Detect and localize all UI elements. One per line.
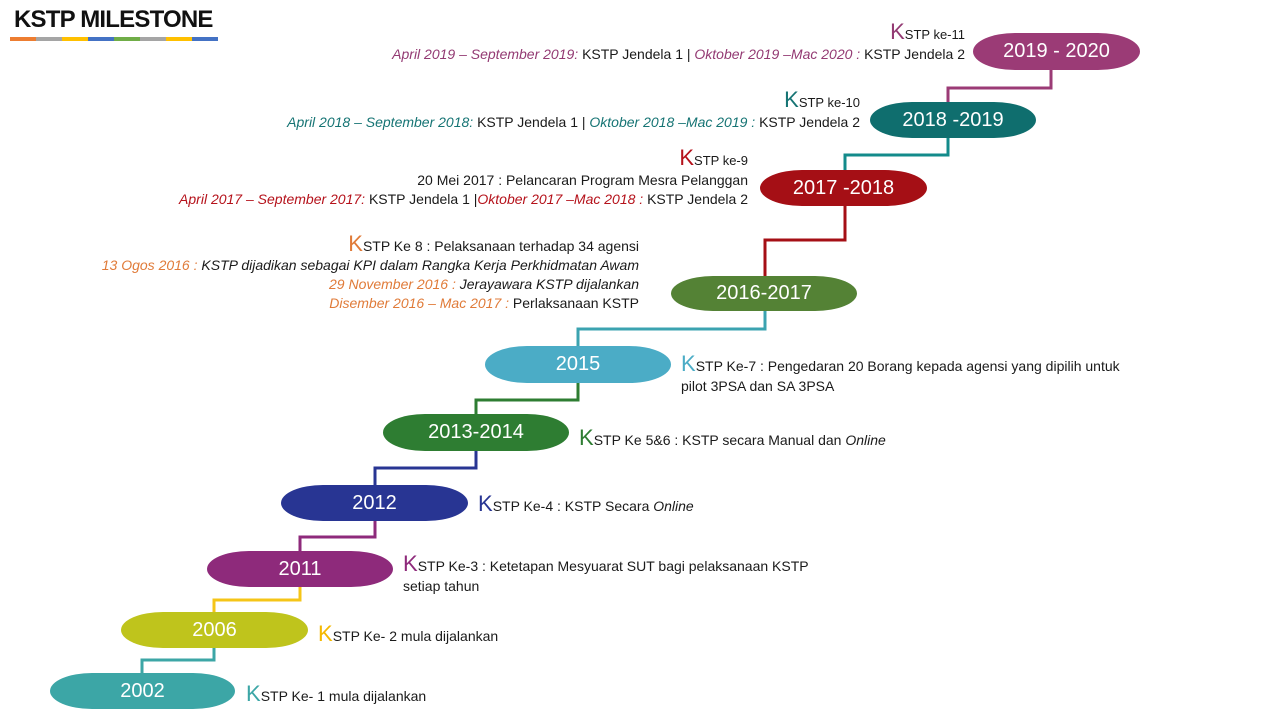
title-underline-segment: [140, 37, 166, 41]
period-separator: |: [473, 191, 478, 207]
note-kstp-7-line2: pilot 3PSA dan SA 3PSA: [681, 378, 835, 394]
period-window: KSTP Jendela 2: [647, 191, 748, 207]
period-separator: |: [581, 114, 586, 130]
period-window: KSTP Jendela 2: [759, 114, 860, 130]
milestone-pill-2016-2017: 2016-2017: [671, 276, 857, 311]
note-text: : Pengedaran 20 Borang kepada agensi yan…: [760, 358, 1120, 374]
event-date: 13 Ogos 2016 :: [101, 257, 198, 273]
note-kstp-8-event: 13 Ogos 2016 : KSTP dijadikan sebagai KP…: [102, 256, 639, 275]
kstp-k-initial: K: [478, 491, 493, 516]
note-kstp-5-6: KSTP Ke 5&6 : KSTP secara Manual dan Onl…: [579, 426, 886, 452]
note-kstp-10-heading: KSTP ke-10: [784, 88, 860, 115]
period-date: April 2017 – September 2017:: [179, 191, 366, 207]
connector-2015-2016: [576, 311, 767, 346]
note-text: : KSTP secara Manual dan: [674, 432, 842, 448]
milestone-pill-2017-2018: 2017 -2018: [760, 170, 927, 206]
event-text: KSTP dijadikan sebagai KPI dalam Rangka …: [201, 257, 639, 273]
connector-2013-2015: [474, 383, 580, 414]
milestone-pill-2018-2019: 2018 -2019: [870, 102, 1036, 138]
note-heading: STP Ke 8: [362, 238, 423, 254]
connector-2012-2013: [373, 451, 478, 485]
note-heading: STP Ke-4: [492, 498, 554, 514]
note-heading: STP Ke- 1 mula dijalankan: [260, 688, 427, 704]
event-date: Disember 2016 – Mac 2017 :: [329, 295, 510, 311]
note-kstp-11-periods: April 2019 – September 2019: KSTP Jendel…: [392, 45, 965, 64]
note-heading: STP ke-9: [694, 153, 748, 168]
note-heading: STP Ke 5&6: [593, 432, 671, 448]
kstp-k-initial: K: [579, 425, 594, 450]
title-underline: [10, 37, 218, 41]
title-underline-segment: [10, 37, 36, 41]
page-title: KSTP MILESTONE: [14, 6, 213, 33]
note-kstp-9-heading: KSTP ke-9: [679, 146, 748, 173]
period-separator: |: [686, 46, 691, 62]
note-kstp-4: KSTP Ke-4 : KSTP Secara Online: [478, 492, 694, 518]
title-underline-segment: [114, 37, 140, 41]
milestone-pill-2002: 2002: [50, 673, 235, 709]
note-kstp-2: KSTP Ke- 2 mula dijalankan: [318, 622, 498, 648]
milestone-pill-2006: 2006: [121, 612, 308, 648]
title-underline-segment: [36, 37, 62, 41]
connector-2018-2019: [946, 70, 1053, 102]
note-kstp-7-heading: KSTP Ke-7 : Pengedaran 20 Borang kepada …: [681, 352, 1120, 378]
event-text: Perlaksanaan KSTP: [512, 295, 639, 311]
note-heading: STP ke-10: [798, 95, 860, 110]
milestone-pill-2019-2020: 2019 - 2020: [973, 33, 1140, 70]
kstp-k-initial: K: [679, 145, 695, 170]
note-heading: STP ke-11: [904, 27, 965, 42]
period-date: Oktober 2017 –Mac 2018 :: [477, 191, 644, 207]
period-date: Oktober 2019 –Mac 2020 :: [694, 46, 861, 62]
period-window: KSTP Jendela 1: [582, 46, 683, 62]
kstp-k-initial: K: [246, 681, 261, 706]
note-kstp-10-periods: April 2018 – September 2018: KSTP Jendel…: [287, 113, 860, 132]
kstp-k-initial: K: [318, 621, 333, 646]
note-kstp-9-periods: April 2017 – September 2017: KSTP Jendel…: [179, 190, 748, 209]
kstp-k-initial: K: [403, 551, 418, 576]
note-text: : KSTP Secara: [557, 498, 650, 514]
kstp-k-initial: K: [348, 231, 363, 256]
kstp-k-initial: K: [681, 351, 696, 376]
note-emphasis: Online: [653, 498, 694, 514]
note-kstp-9-event: 20 Mei 2017 : Pelancaran Program Mesra P…: [417, 172, 748, 188]
milestone-pill-2012: 2012: [281, 485, 468, 521]
period-date: Oktober 2018 –Mac 2019 :: [589, 114, 756, 130]
note-heading: STP Ke- 2 mula dijalankan: [332, 628, 499, 644]
note-kstp-8-event: Disember 2016 – Mac 2017 : Perlaksanaan …: [329, 294, 639, 313]
note-kstp-1: KSTP Ke- 1 mula dijalankan: [246, 682, 426, 708]
connector-2002-2006: [140, 648, 216, 673]
note-heading: STP Ke-7: [695, 358, 757, 374]
kstp-k-initial: K: [784, 87, 799, 112]
note-text: : Ketetapan Mesyuarat SUT bagi pelaksana…: [482, 558, 809, 574]
event-date: 29 November 2016 :: [329, 276, 456, 292]
connector-2016-2017: [763, 206, 847, 276]
milestone-pill-2013-2014: 2013-2014: [383, 414, 569, 451]
note-kstp-8-heading: KSTP Ke 8 : Pelaksanaan terhadap 34 agen…: [348, 232, 639, 258]
milestone-pill-2011: 2011: [207, 551, 393, 587]
title-underline-segment: [166, 37, 192, 41]
note-kstp-8-event: 29 November 2016 : Jerayawara KSTP dijal…: [329, 275, 639, 294]
note-heading: STP Ke-3: [417, 558, 479, 574]
title-underline-segment: [62, 37, 88, 41]
period-window: KSTP Jendela 1: [368, 191, 470, 207]
period-window: KSTP Jendela 1: [477, 114, 578, 130]
title-underline-segment: [192, 37, 218, 41]
note-kstp-3-line2: setiap tahun: [403, 578, 480, 594]
note-text: : Pelaksanaan terhadap 34 agensi: [426, 238, 640, 254]
note-kstp-3-heading: KSTP Ke-3 : Ketetapan Mesyuarat SUT bagi…: [403, 552, 809, 578]
milestone-pill-2015: 2015: [485, 346, 671, 383]
kstp-k-initial: K: [890, 19, 905, 44]
connector-2011-2012: [298, 521, 377, 551]
note-kstp-11-heading: KSTP ke-11: [890, 20, 965, 47]
period-window: KSTP Jendela 2: [864, 46, 965, 62]
period-date: April 2018 – September 2018:: [287, 114, 474, 130]
connector-2006-2011: [212, 587, 302, 612]
connector-2017-2018: [843, 138, 950, 170]
event-text: Jerayawara KSTP dijalankan: [459, 276, 639, 292]
title-underline-segment: [88, 37, 114, 41]
period-date: April 2019 – September 2019:: [392, 46, 579, 62]
note-emphasis: Online: [845, 432, 886, 448]
